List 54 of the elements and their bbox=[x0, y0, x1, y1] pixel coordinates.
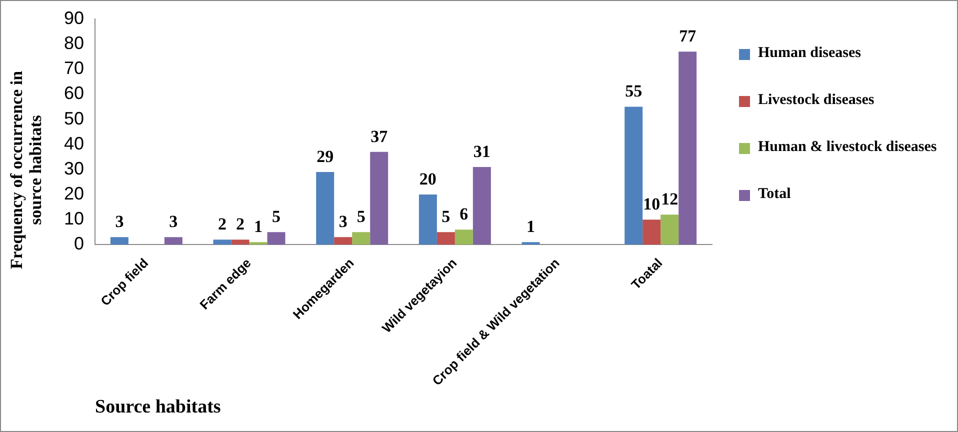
y-tick-label: 40 bbox=[64, 133, 84, 154]
data-label: 37 bbox=[370, 126, 388, 146]
y-tick-label: 0 bbox=[74, 234, 84, 254]
data-label: 5 bbox=[272, 207, 281, 226]
bar bbox=[110, 237, 128, 245]
data-label: 31 bbox=[473, 142, 490, 161]
y-tick-label: 70 bbox=[64, 58, 84, 78]
bar bbox=[454, 230, 473, 245]
data-label: 3 bbox=[338, 212, 348, 232]
bar bbox=[352, 232, 370, 245]
bar bbox=[249, 242, 268, 245]
data-label: 20 bbox=[419, 169, 436, 188]
x-axis-title: Source habitats bbox=[95, 396, 221, 418]
data-label: 5 bbox=[442, 207, 450, 226]
data-label: 55 bbox=[625, 82, 642, 101]
bar bbox=[522, 242, 540, 245]
bar bbox=[267, 232, 286, 245]
data-label: 2 bbox=[236, 214, 245, 234]
bar bbox=[231, 240, 250, 245]
y-tick-label: 80 bbox=[64, 33, 84, 54]
legend-label: Livestock diseases bbox=[758, 92, 874, 109]
bar bbox=[418, 194, 437, 245]
legend-label: Total bbox=[758, 186, 791, 203]
data-label: 3 bbox=[169, 212, 178, 232]
bar bbox=[436, 232, 455, 245]
data-label: 3 bbox=[115, 212, 124, 232]
bar bbox=[213, 240, 232, 245]
legend-label: Human diseases bbox=[758, 45, 861, 62]
data-label: 5 bbox=[356, 207, 366, 226]
data-label: 10 bbox=[643, 194, 660, 214]
data-label: 2 bbox=[218, 214, 227, 234]
y-axis-title: Frequency of occurrence in source habitats bbox=[7, 70, 45, 272]
y-tick-label: 60 bbox=[64, 83, 84, 104]
y-tick-label: 20 bbox=[64, 184, 84, 204]
y-tick-label: 50 bbox=[64, 108, 84, 128]
bar bbox=[334, 237, 352, 245]
data-label: 1 bbox=[254, 217, 263, 236]
bar bbox=[678, 52, 697, 245]
bar bbox=[370, 152, 388, 245]
y-tick-label: 30 bbox=[64, 158, 84, 178]
bar bbox=[164, 237, 182, 245]
legend-label: Human & livestock diseases bbox=[758, 139, 937, 156]
data-label: 77 bbox=[679, 26, 697, 46]
bar bbox=[660, 214, 679, 245]
bar bbox=[624, 106, 643, 245]
data-label: 29 bbox=[316, 146, 334, 166]
bar bbox=[642, 220, 661, 245]
bar bbox=[316, 172, 334, 245]
y-tick-label: 90 bbox=[64, 8, 84, 28]
y-tick-label: 10 bbox=[64, 208, 84, 229]
data-label: 6 bbox=[460, 204, 468, 224]
data-label: 1 bbox=[526, 217, 536, 236]
data-label: 12 bbox=[661, 189, 678, 208]
bar bbox=[472, 166, 491, 245]
